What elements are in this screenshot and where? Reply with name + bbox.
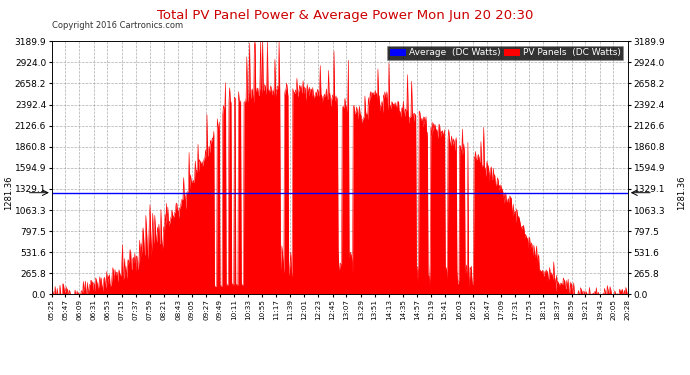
Text: Total PV Panel Power & Average Power Mon Jun 20 20:30: Total PV Panel Power & Average Power Mon…: [157, 9, 533, 22]
Text: 1281.36: 1281.36: [677, 176, 687, 210]
Text: 1281.36: 1281.36: [3, 176, 13, 210]
Text: Copyright 2016 Cartronics.com: Copyright 2016 Cartronics.com: [52, 21, 183, 30]
Legend: Average  (DC Watts), PV Panels  (DC Watts): Average (DC Watts), PV Panels (DC Watts): [387, 46, 623, 60]
